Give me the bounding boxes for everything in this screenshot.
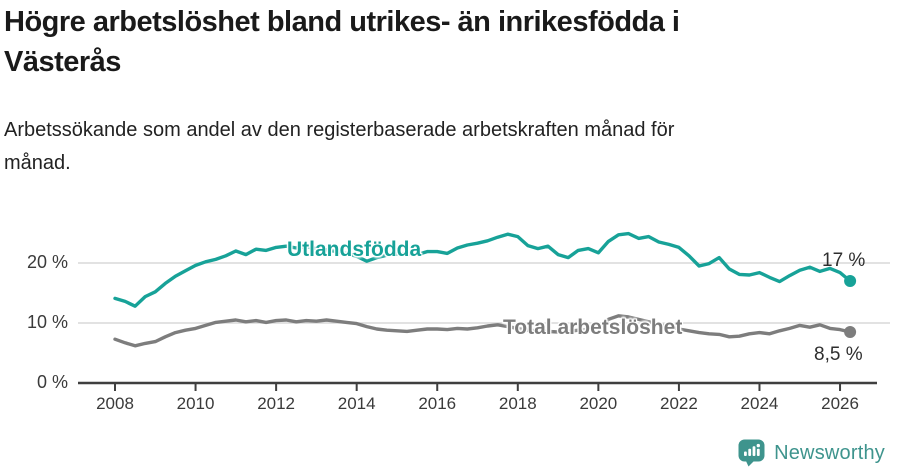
series-label-total-arbetsloshet: Total arbetslöshet (503, 316, 683, 339)
series-end-dot (844, 326, 857, 338)
newsworthy-branding: Newsworthy (738, 439, 885, 467)
x-axis-label: 2026 (821, 394, 859, 413)
y-axis-label: 10 % (26, 312, 68, 332)
x-axis-label: 2020 (579, 394, 618, 413)
y-axis-label: 20 % (26, 252, 68, 272)
series-label-utlandsfodda: Utlandsfödda (287, 238, 422, 261)
x-axis-label: 2010 (176, 394, 215, 413)
x-axis-label: 2008 (96, 394, 134, 413)
newsworthy-logo-text: Newsworthy (774, 441, 885, 464)
x-axis-label: 2012 (257, 394, 296, 413)
series-end-dot (844, 275, 857, 287)
x-axis-label: 2016 (418, 394, 457, 413)
chart-subtitle: Arbetssökande som andel av den registerb… (4, 119, 675, 174)
end-value-label-total: 8,5 % (814, 344, 863, 365)
x-axis-label: 2018 (498, 394, 537, 413)
x-axis-label: 2014 (337, 394, 376, 413)
end-value-label-utlandsfodda: 17 % (822, 250, 866, 271)
x-axis-label: 2022 (659, 394, 698, 413)
series-line-total (113, 314, 852, 348)
page-title: Högre arbetslöshet bland utrikes- än inr… (4, 6, 680, 79)
newsworthy-logo-icon (738, 439, 765, 467)
x-axis-label: 2024 (740, 394, 779, 413)
y-axis-label: 0 % (36, 372, 68, 392)
series-line-utlandsfodda (113, 231, 852, 308)
